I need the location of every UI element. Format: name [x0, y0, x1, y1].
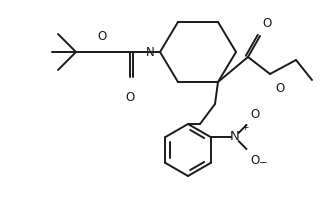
Text: O: O	[251, 108, 260, 121]
Text: N: N	[229, 131, 239, 144]
Text: N: N	[146, 46, 155, 59]
Text: −: −	[258, 158, 267, 168]
Text: O: O	[251, 154, 260, 167]
Text: O: O	[125, 91, 135, 104]
Text: O: O	[275, 82, 284, 95]
Text: O: O	[262, 17, 271, 30]
Text: O: O	[97, 30, 107, 43]
Text: +: +	[242, 123, 249, 132]
